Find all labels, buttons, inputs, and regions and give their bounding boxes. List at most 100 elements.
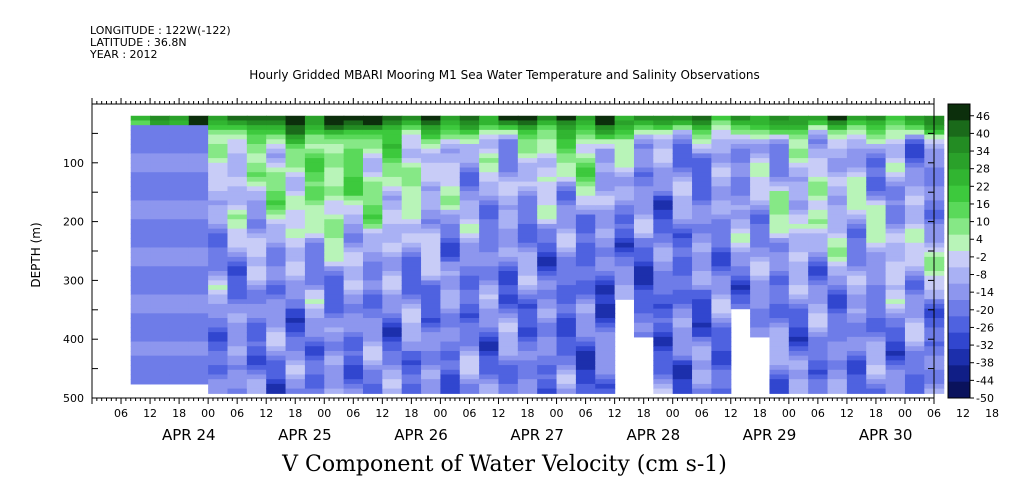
heatmap-cell [479,125,500,131]
heatmap-cell [575,238,596,244]
heatmap-cell [730,233,751,239]
heatmap-cell [498,379,519,385]
heatmap-cell [440,365,461,371]
heatmap-cell [150,256,171,263]
heatmap-cell [537,139,558,145]
heatmap-cell [556,238,577,244]
heatmap-cell [537,341,558,347]
heatmap-cell [653,195,674,202]
day-label: APR 24 [162,426,216,444]
heatmap-cell [846,365,867,371]
heatmap-cell [150,176,171,183]
heatmap-cell [266,228,287,234]
heatmap-cell [401,172,422,178]
heatmap-cell [459,120,480,126]
heatmap-cell [421,318,442,324]
heatmap-cell [208,294,229,300]
x-tick-label: 18 [985,407,999,420]
heatmap-cell [188,285,209,291]
x-tick-label: 06 [462,407,476,420]
heatmap-cell [885,308,906,314]
heatmap-cell [672,134,693,140]
heatmap-cell [188,308,209,314]
heatmap-cell [614,162,635,169]
heatmap-cell [595,318,616,324]
heatmap-cell [614,167,635,173]
heatmap-cell [324,139,345,145]
heatmap-cell [208,223,229,230]
heatmap-cell [169,336,190,343]
heatmap-cell [421,327,442,333]
x-tick-label: 12 [956,407,970,420]
heatmap-cell [904,153,925,159]
heatmap-cell [150,195,171,202]
heatmap-cell [324,200,345,206]
heatmap-cell [401,153,422,159]
heatmap-cell [575,318,596,324]
heatmap-cell [285,299,306,305]
heatmap-cell [440,228,461,234]
heatmap-cell [304,388,325,394]
heatmap-cell [285,162,306,169]
heatmap-cell [208,299,229,305]
colorbar-label: -20 [976,304,994,317]
heatmap-cell [866,223,887,230]
heatmap-cell [556,355,577,361]
heatmap-cell [440,252,461,258]
heatmap-cell [382,270,403,277]
heatmap-cell [169,191,190,197]
heatmap-cell [653,115,674,122]
heatmap-cell [827,186,848,192]
heatmap-cell [730,299,751,305]
colorbar-label: 22 [976,180,990,193]
heatmap-cell [498,172,519,178]
heatmap-cell [633,270,654,277]
heatmap-cell [324,143,345,150]
heatmap-cell [498,303,519,310]
heatmap-cell [730,139,751,145]
heatmap-cell [808,186,829,192]
heatmap-cell [130,176,151,183]
heatmap-cell [169,209,190,216]
heatmap-cell [227,143,248,150]
heatmap-cell [750,247,771,253]
heatmap-cell [362,270,383,277]
heatmap-cell [827,129,848,136]
heatmap-cell [266,238,287,244]
heatmap-cell [227,270,248,277]
heatmap-cell [304,369,325,376]
heatmap-cell [595,228,616,234]
colorbar-label: 16 [976,198,990,211]
heatmap-cell [808,369,829,376]
heatmap-cell [633,209,654,216]
heatmap-cell [130,365,151,371]
heatmap-cell [575,289,596,296]
heatmap-cell [846,313,867,319]
heatmap-cell [692,327,713,333]
heatmap-cell [614,186,635,192]
heatmap-cell [343,223,364,230]
heatmap-cell [362,191,383,197]
heatmap-cell [904,115,925,122]
heatmap-cell [459,115,480,122]
heatmap-cell [788,176,809,183]
heatmap-cell [692,214,713,220]
heatmap-cell [711,379,732,385]
heatmap-cell [227,139,248,145]
heatmap-cell [556,148,577,154]
heatmap-cell [808,346,829,352]
heatmap-cell [788,275,809,281]
heatmap-cell [362,332,383,338]
heatmap-cell [537,181,558,187]
heatmap-cell [421,261,442,267]
heatmap-cell [246,261,267,267]
heatmap-cell [614,139,635,145]
heatmap-cell [382,172,403,178]
x-tick-label: 18 [172,407,186,420]
heatmap-cell [169,355,190,361]
heatmap-cell [788,181,809,187]
heatmap-cell [227,388,248,394]
heatmap-cell [653,327,674,333]
longitude-label: LONGITUDE : 122W(-122) [90,24,231,37]
heatmap-cell [324,181,345,187]
